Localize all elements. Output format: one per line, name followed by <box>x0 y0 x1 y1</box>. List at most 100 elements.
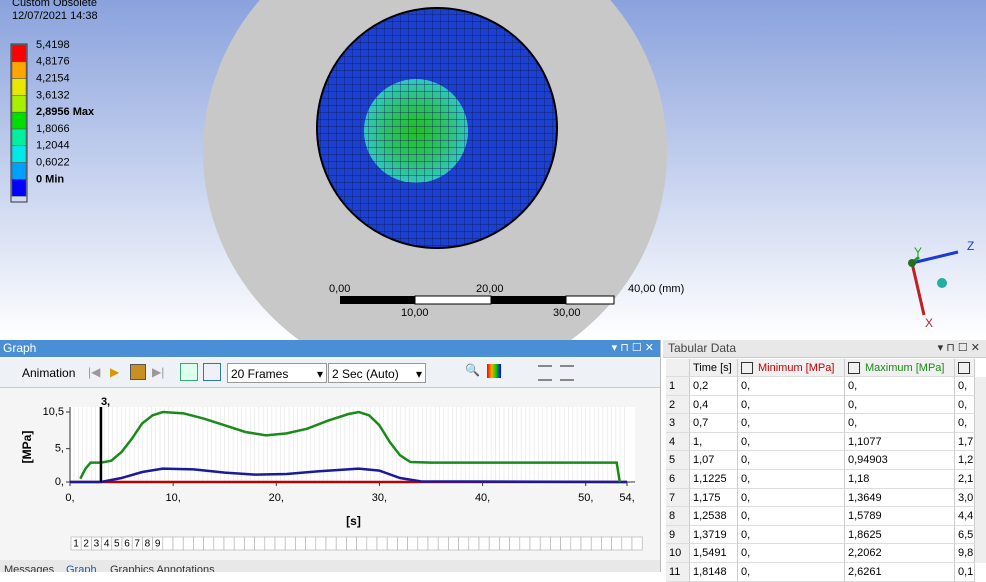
frame-slot[interactable] <box>478 536 490 551</box>
table-cell: 1 <box>666 377 690 396</box>
column-header <box>955 359 975 377</box>
frame-slot[interactable] <box>509 536 521 551</box>
sphere-outline <box>316 7 558 249</box>
frame-slot[interactable] <box>519 536 531 551</box>
frame-slot[interactable] <box>193 536 204 551</box>
frame-slot[interactable] <box>305 536 317 551</box>
frame-slot[interactable] <box>458 536 470 551</box>
frame-slot[interactable] <box>539 536 551 551</box>
frame-slot[interactable] <box>274 536 286 551</box>
frame-slot[interactable] <box>621 536 633 551</box>
frame-slot[interactable] <box>233 536 245 551</box>
frame-slot[interactable] <box>499 536 510 551</box>
frame-slot[interactable] <box>386 536 398 551</box>
frames-select[interactable]: 20 Frames ▾ <box>227 363 327 383</box>
frame-slot[interactable] <box>172 536 184 551</box>
export-button[interactable] <box>560 365 574 381</box>
x-tick-label: 40, <box>475 492 490 504</box>
table-cell: 0, <box>955 377 975 396</box>
table-cell: 0, <box>955 395 975 415</box>
frame-slot[interactable] <box>560 536 572 551</box>
play-button[interactable]: ▶ <box>110 365 120 379</box>
table-cell: 1,175 <box>690 488 738 508</box>
column-title: Time [s] <box>693 362 732 374</box>
prev-button[interactable]: |◀ <box>88 365 101 379</box>
export-button[interactable] <box>538 365 552 381</box>
table-cell: 0, <box>955 414 975 433</box>
column-checkbox[interactable] <box>848 362 860 375</box>
frame-slot[interactable] <box>244 536 255 551</box>
frame-slot[interactable] <box>366 536 378 551</box>
frames-toggle[interactable] <box>203 363 221 381</box>
frame-slot[interactable] <box>397 536 408 551</box>
frame-slot[interactable] <box>417 536 429 551</box>
frame-slot[interactable] <box>427 536 439 551</box>
frame-slot[interactable] <box>295 536 306 551</box>
frame-slot[interactable] <box>254 536 266 551</box>
table-cell: 0, <box>738 377 845 396</box>
frame-number: 8 <box>145 539 151 550</box>
table-cell: 3,0 <box>955 488 975 508</box>
table-cell: 10 <box>666 544 690 563</box>
frame-slot[interactable] <box>203 536 215 551</box>
panel-controls[interactable]: ▾ ⊓ ☐ ✕ <box>611 342 654 354</box>
legend-swatch <box>11 111 27 130</box>
frame-slot[interactable] <box>356 536 368 551</box>
frame-slot[interactable] <box>580 536 592 551</box>
frame-slot[interactable] <box>488 536 500 551</box>
legend-label: 2,8956 Max <box>36 106 95 118</box>
panel-tab[interactable]: Graph <box>66 564 97 572</box>
frame-slot[interactable] <box>570 536 582 551</box>
table-cell: 0, <box>738 395 845 415</box>
x-tick-label: 20, <box>269 492 284 504</box>
frame-slot[interactable] <box>376 536 388 551</box>
frame-slot[interactable] <box>550 536 561 551</box>
table-cell: 1,07 <box>690 451 738 470</box>
frame-slot[interactable] <box>284 536 296 551</box>
frame-slot[interactable] <box>631 536 643 551</box>
table-cell: 1, <box>690 432 738 452</box>
frame-slot[interactable] <box>611 536 623 551</box>
table-cell: 1,2538 <box>690 507 738 526</box>
panel-title: Graph <box>0 340 660 357</box>
legend-swatch <box>11 61 27 79</box>
frame-slot[interactable] <box>182 536 194 551</box>
axis-label: Z <box>967 239 974 253</box>
duration-select[interactable]: 2 Sec (Auto) ▾ <box>328 363 426 383</box>
stop-button[interactable] <box>130 364 146 380</box>
panel-tab[interactable]: Messages <box>4 564 55 572</box>
next-button[interactable]: ▶| <box>152 365 165 379</box>
color-button[interactable] <box>487 364 501 378</box>
column-checkbox[interactable] <box>958 362 970 375</box>
frame-slot[interactable] <box>529 536 541 551</box>
tab-strip <box>0 560 660 572</box>
frame-slot[interactable] <box>325 536 337 551</box>
frame-slot[interactable] <box>468 536 480 551</box>
column-checkbox[interactable] <box>741 362 753 375</box>
frame-slot[interactable] <box>264 536 276 551</box>
frame-slot[interactable] <box>590 536 602 551</box>
scrollbar[interactable] <box>975 377 986 563</box>
table-cell: 0,7 <box>690 414 738 433</box>
panel-tab[interactable]: Graphics Annotations <box>110 564 215 572</box>
legend-label: 1,8066 <box>36 123 70 135</box>
frame-slot[interactable] <box>162 536 174 551</box>
table-cell: 0, <box>738 451 845 470</box>
panel-controls[interactable]: ▾ ⊓ ☐ ✕ <box>937 342 980 354</box>
frame-slot[interactable] <box>448 536 459 551</box>
frame-slot[interactable] <box>407 536 419 551</box>
frame-slot[interactable] <box>315 536 327 551</box>
x-tick-label: 50, <box>578 492 593 504</box>
zoom-button[interactable]: 🔍 <box>465 363 480 377</box>
frames-toggle[interactable] <box>180 363 198 381</box>
frame-slot[interactable] <box>437 536 449 551</box>
frame-slot[interactable] <box>335 536 347 551</box>
frame-slot[interactable] <box>601 536 612 551</box>
legend-label: 0,6022 <box>36 157 70 169</box>
scale-bar <box>340 295 615 305</box>
table-cell: 0, <box>738 507 845 526</box>
frame-slot[interactable] <box>213 536 225 551</box>
frame-slot[interactable] <box>346 536 357 551</box>
legend-swatch <box>11 78 27 96</box>
frame-slot[interactable] <box>223 536 235 551</box>
